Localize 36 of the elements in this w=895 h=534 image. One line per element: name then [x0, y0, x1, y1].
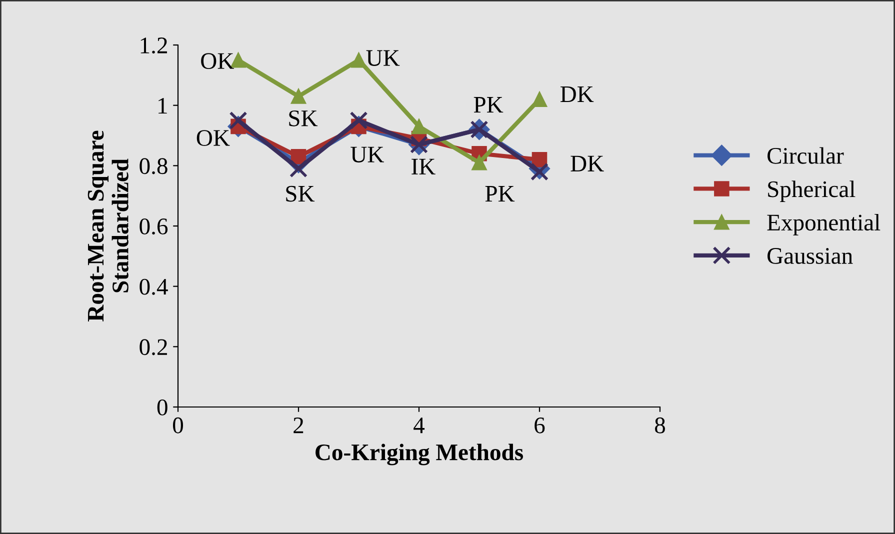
annotation: OK — [196, 130, 230, 146]
y-tick-label: 0 — [157, 399, 168, 416]
annotation: UK — [350, 146, 384, 163]
y-tick-label: 0.8 — [140, 158, 168, 174]
point — [351, 52, 366, 68]
x-tick-label: 2 — [294, 417, 304, 434]
annotation: IK — [412, 158, 436, 174]
annotation: DK — [560, 86, 594, 102]
point — [472, 155, 487, 170]
x-tick-label: 8 — [654, 417, 666, 434]
point — [289, 160, 308, 178]
point — [411, 118, 427, 134]
point — [532, 92, 548, 107]
legend-label: Gaussian — [768, 248, 853, 264]
annotation: PK — [474, 97, 504, 113]
x-axis-title: Co-Kriging Methods — [316, 444, 524, 466]
annotation: DK — [570, 156, 604, 172]
point — [290, 88, 306, 104]
y-tick-label: 0.2 — [140, 339, 167, 356]
annotation: SK — [289, 110, 318, 126]
point — [530, 162, 549, 181]
y-axis-title: Root-Mean Square Standardized — [88, 130, 128, 322]
y-tick-label: 0.6 — [140, 218, 168, 235]
legend-label: Circular — [768, 147, 844, 164]
legend-label: Exponential — [767, 214, 880, 236]
annotation: SK — [286, 186, 315, 202]
y-tick-label: 1 — [158, 98, 167, 114]
x-tick-label: 6 — [534, 417, 545, 434]
annotation: OK — [201, 53, 234, 70]
x-tick-label: 4 — [414, 418, 425, 434]
x-tick-label: 0 — [172, 417, 184, 434]
y-tick-label: 1.2 — [140, 38, 167, 54]
annotation: UK — [366, 50, 400, 66]
legend-label: Spherical — [768, 180, 856, 202]
annotation: PK — [485, 186, 515, 202]
y-tick-label: 0.4 — [140, 278, 168, 295]
